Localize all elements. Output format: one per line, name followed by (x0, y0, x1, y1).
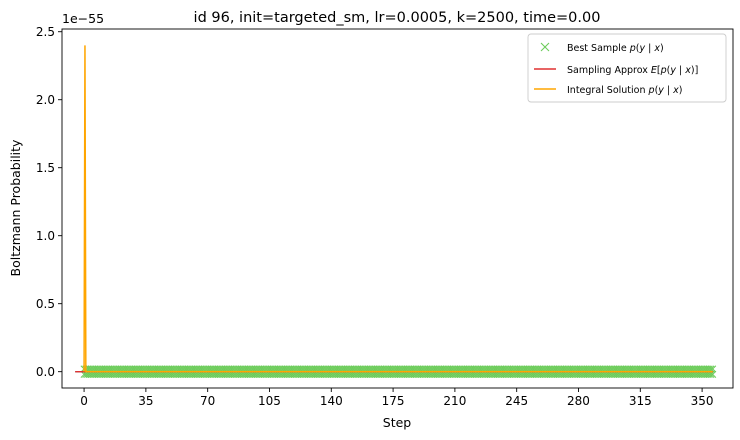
legend-label-integral-solution: Integral Solution p(y | x) (567, 85, 683, 96)
legend-label-sampling-approx: Sampling Approx E[p(y | x)] (567, 65, 698, 76)
x-tick-label: 35 (138, 394, 153, 408)
y-tick-label: 1.0 (36, 229, 55, 243)
x-axis-label: Step (383, 415, 412, 430)
x-tick-label: 315 (629, 394, 652, 408)
y-axis-label: Boltzmann Probability (8, 139, 23, 276)
x-tick-label: 210 (443, 394, 466, 408)
x-tick-label: 280 (567, 394, 590, 408)
x-tick-label: 140 (320, 394, 343, 408)
y-tick-label: 2.5 (36, 25, 55, 39)
x-tick-label: 105 (258, 394, 281, 408)
legend-marker-x (540, 42, 550, 52)
y-tick-label: 1.5 (36, 161, 55, 175)
x-tick-label: 350 (691, 394, 714, 408)
y-tick-label: 0.5 (36, 297, 55, 311)
legend-entry-sampling-approx: Sampling Approx E[p(y | x)] (534, 65, 698, 76)
x-tick-label: 0 (80, 394, 88, 408)
plot-frame (61, 28, 734, 389)
chart-title: id 96, init=targeted_sm, lr=0.0005, k=25… (194, 10, 601, 26)
legend-label-best-sample: Best Sample p(y | x) (567, 43, 664, 54)
legend-entry-integral-solution: Integral Solution p(y | x) (534, 85, 683, 96)
x-axis: 0 35 70 105 140 175 210 245 280 315 350 (80, 388, 714, 408)
y-axis: 0.0 0.5 1.0 1.5 2.0 2.5 (36, 25, 62, 379)
x-tick-label: 245 (505, 394, 528, 408)
y-tick-label: 0.0 (36, 365, 55, 379)
legend: Best Sample p(y | x) Sampling Approx E[p… (527, 33, 727, 103)
y-offset-label: 1e−55 (62, 11, 104, 26)
y-tick-label: 2.0 (36, 93, 55, 107)
x-tick-label: 70 (200, 394, 215, 408)
legend-box (527, 33, 727, 103)
plot-area (75, 45, 717, 378)
x-tick-label: 175 (382, 394, 405, 408)
integral-solution-line (83, 45, 713, 373)
legend-entry-best-sample: Best Sample p(y | x) (540, 42, 664, 54)
